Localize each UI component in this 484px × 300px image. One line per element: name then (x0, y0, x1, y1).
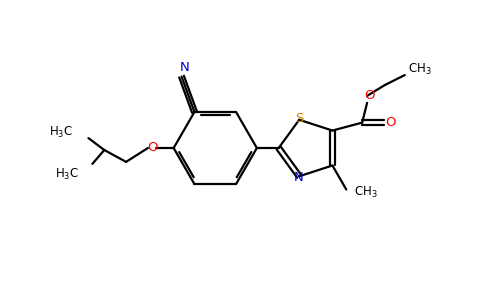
Text: N: N (180, 61, 189, 74)
Text: CH$_3$: CH$_3$ (354, 185, 378, 200)
Text: O: O (148, 140, 158, 154)
Text: O: O (364, 89, 374, 102)
Text: O: O (386, 116, 396, 129)
Text: CH$_3$: CH$_3$ (408, 61, 431, 77)
Text: H$_3$C: H$_3$C (55, 167, 79, 182)
Text: S: S (295, 112, 303, 125)
Text: N: N (293, 171, 303, 184)
Text: H$_3$C: H$_3$C (49, 124, 74, 140)
